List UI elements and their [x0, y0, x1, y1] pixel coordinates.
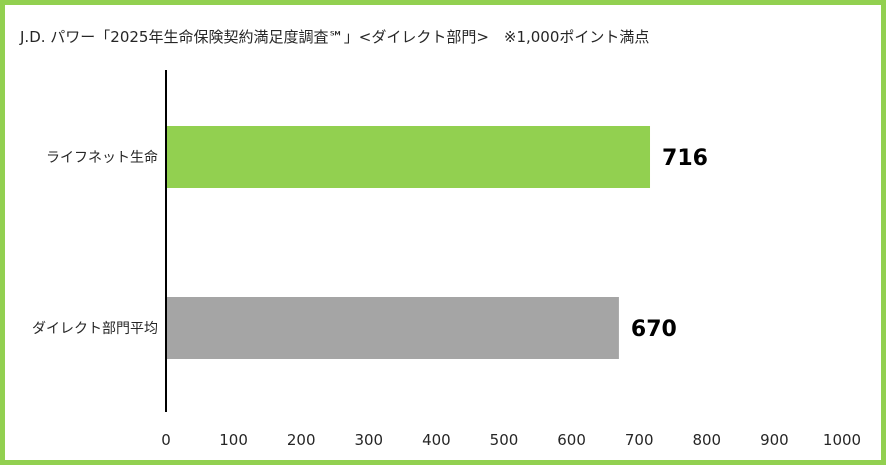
data-label: 670 — [631, 317, 677, 342]
category-label: ライフネット生命 — [46, 149, 158, 166]
data-label: 716 — [662, 146, 708, 171]
bar-1 — [166, 126, 651, 188]
x-tick-label: 0 — [161, 431, 171, 449]
x-tick-label: 500 — [490, 431, 519, 449]
x-tick-label: 300 — [354, 431, 383, 449]
x-tick-label: 200 — [287, 431, 316, 449]
bar-2 — [166, 297, 619, 359]
chart-title: J.D. パワー「2025年生命保険契約満足度調査℠」<ダイレクト部門> ※1,… — [20, 28, 650, 46]
x-tick-label: 600 — [557, 431, 586, 449]
x-tick-label: 100 — [219, 431, 248, 449]
x-tick-label: 700 — [625, 431, 654, 449]
x-tick-label: 800 — [692, 431, 721, 449]
category-label: ダイレクト部門平均 — [32, 321, 158, 337]
x-tick-label: 1000 — [823, 431, 861, 449]
x-tick-label: 400 — [422, 431, 451, 449]
x-tick-label: 900 — [760, 431, 789, 449]
